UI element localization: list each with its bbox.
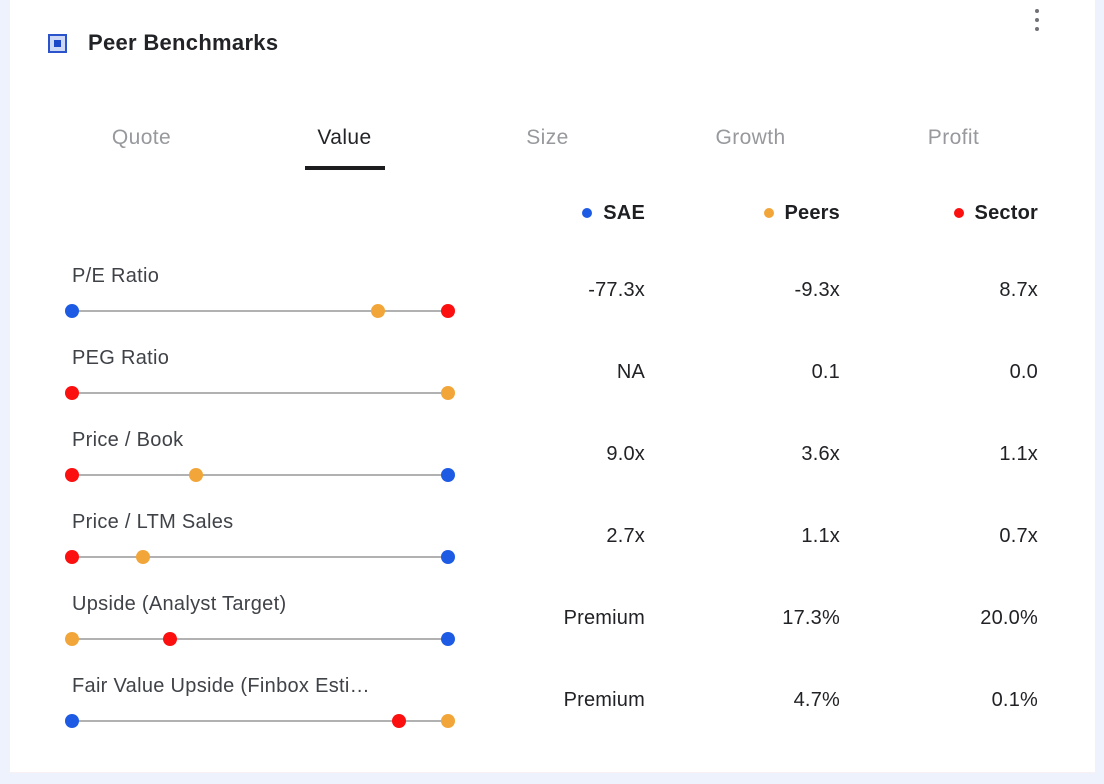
table-row: P/E Ratio -77.3x -9.3x 8.7x — [65, 262, 1038, 318]
kebab-menu-icon[interactable] — [1029, 3, 1045, 37]
slider-dot-peers — [441, 386, 455, 400]
value-peers: 1.1x — [801, 524, 840, 547]
tab-size[interactable]: Size — [526, 126, 569, 149]
metric-cell: PEG Ratio — [65, 344, 455, 400]
slider-dot-sector — [65, 386, 79, 400]
value-sae: 9.0x — [606, 442, 645, 465]
slider-track — [72, 392, 448, 394]
metric-label: PEG Ratio — [72, 347, 170, 369]
slider-dot-sector — [441, 304, 455, 318]
benchmark-slider — [65, 468, 455, 482]
table-row: PEG Ratio NA 0.1 0.0 — [65, 344, 1038, 400]
legend-dot-sector-icon — [953, 208, 964, 218]
benchmark-slider — [65, 304, 455, 318]
table-row: Fair Value Upside (Finbox Esti… Premium 4… — [65, 672, 1038, 728]
value-sae: Premium — [563, 688, 645, 711]
metric-label: Price / Book — [72, 429, 184, 451]
slider-track — [72, 720, 448, 722]
slider-dot-sae — [65, 714, 79, 728]
slider-dot-sector — [65, 468, 79, 482]
widget-icon — [48, 33, 67, 53]
metric-cell: P/E Ratio — [65, 262, 455, 318]
legend-label: Sector — [974, 201, 1038, 224]
metric-label: P/E Ratio — [72, 265, 160, 287]
value-sector: 0.1% — [991, 688, 1038, 711]
slider-dot-sector — [162, 632, 177, 646]
tab-bar: Quote Value Size Growth Profit — [40, 120, 1055, 156]
slider-dot-peers — [136, 550, 151, 564]
slider-dot-sector — [392, 714, 407, 728]
metric-cell: Price / LTM Sales — [65, 508, 455, 564]
tab-profit[interactable]: Profit — [927, 126, 980, 149]
tab-quote[interactable]: Quote — [111, 126, 172, 149]
page-title: Peer Benchmarks — [88, 30, 279, 55]
table-row: Price / Book 9.0x 3.6x 1.1x — [65, 426, 1038, 482]
benchmark-slider — [65, 714, 455, 728]
slider-track — [72, 556, 448, 558]
tab-growth[interactable]: Growth — [715, 126, 786, 149]
legend-label: SAE — [603, 201, 645, 224]
slider-dot-peers — [371, 304, 386, 318]
slider-dot-peers — [441, 714, 455, 728]
slider-dot-sae — [441, 632, 455, 646]
slider-dot-sae — [441, 468, 455, 482]
value-peers: 4.7% — [793, 688, 840, 711]
peer-benchmarks-card: Peer Benchmarks Quote Value Size Growth Prof… — [10, 0, 1095, 773]
value-sector: 20.0% — [980, 606, 1038, 629]
value-peers: -9.3x — [794, 278, 840, 301]
value-sector: 1.1x — [999, 442, 1038, 465]
legend-dot-sae-icon — [582, 208, 593, 218]
benchmarks-table: SAE Peers Sector P/E Ratio -77.3x -9.3x 8.… — [65, 198, 1038, 728]
benchmark-slider — [65, 632, 455, 646]
value-sae: NA — [616, 360, 645, 383]
legend-label: Peers — [784, 201, 840, 224]
slider-dot-sae — [441, 550, 455, 564]
tab-value[interactable]: Value — [243, 120, 446, 156]
value-sector: 8.7x — [999, 278, 1038, 301]
slider-dot-peers — [189, 468, 204, 482]
value-sae: -77.3x — [588, 278, 645, 301]
metric-label: Upside (Analyst Target) — [72, 593, 287, 615]
card-header: Peer Benchmarks — [10, 0, 1095, 58]
legend-item-sae: SAE — [448, 202, 645, 225]
slider-track — [72, 474, 448, 476]
legend-row: SAE Peers Sector — [72, 198, 1038, 228]
value-peers: 17.3% — [782, 606, 840, 629]
metric-cell: Upside (Analyst Target) — [65, 590, 455, 646]
widget-icon-inner-square — [54, 39, 61, 47]
legend-item-peers: Peers — [645, 202, 840, 225]
value-sae: Premium — [563, 606, 645, 629]
slider-dot-sae — [65, 304, 79, 318]
slider-dot-sector — [65, 550, 79, 564]
value-sector: 0.7x — [999, 524, 1038, 547]
table-row: Upside (Analyst Target) Premium 17.3% 20.0… — [65, 590, 1038, 646]
slider-track — [72, 638, 448, 640]
legend-dot-peers-icon — [763, 208, 774, 218]
metric-label: Price / LTM Sales — [72, 511, 234, 533]
slider-dot-peers — [65, 632, 79, 646]
benchmark-slider — [65, 386, 455, 400]
metric-cell: Fair Value Upside (Finbox Esti… — [65, 672, 455, 728]
value-sae: 2.7x — [606, 524, 645, 547]
slider-track — [72, 310, 448, 312]
metric-cell: Price / Book — [65, 426, 455, 482]
legend-item-sector: Sector — [840, 202, 1038, 225]
metric-label: Fair Value Upside (Finbox Esti… — [72, 675, 370, 697]
benchmark-slider — [65, 550, 455, 564]
value-peers: 3.6x — [801, 442, 840, 465]
table-row: Price / LTM Sales 2.7x 1.1x 0.7x — [65, 508, 1038, 564]
value-peers: 0.1 — [811, 360, 840, 383]
table-rows: P/E Ratio -77.3x -9.3x 8.7x PEG Ratio NA 0.… — [65, 262, 1038, 728]
value-sector: 0.0 — [1009, 360, 1038, 383]
